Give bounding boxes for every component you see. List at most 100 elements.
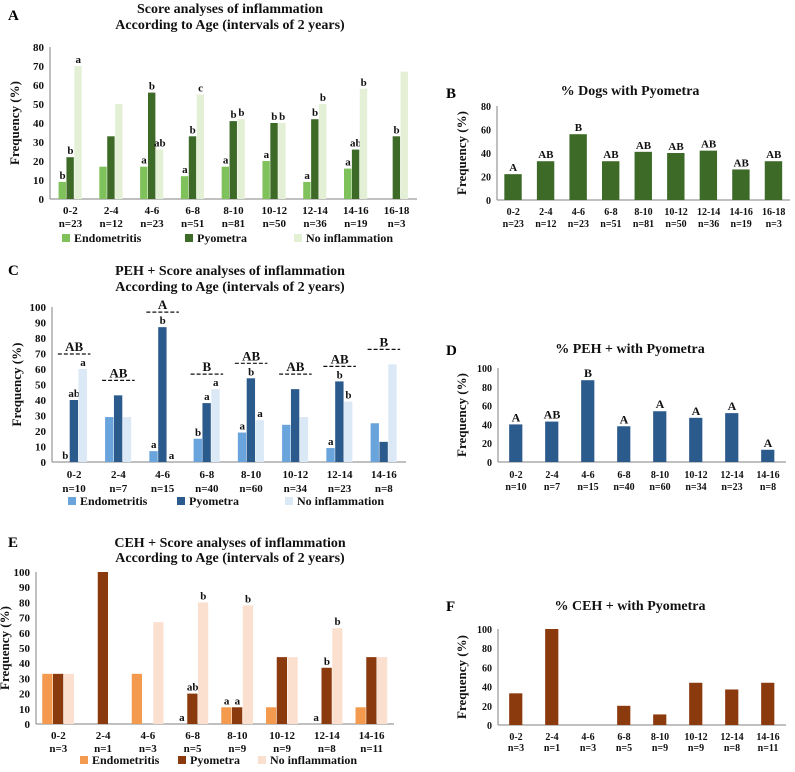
x-tick-label-E: 10-12 xyxy=(269,730,295,742)
significance-letter-A: a xyxy=(304,170,310,182)
n-label-A: n=51 xyxy=(181,218,204,230)
legend-label-C: Pyometra xyxy=(189,494,239,508)
n-label-E: n=9 xyxy=(228,743,246,755)
n-label-C: n=23 xyxy=(328,483,352,495)
y-axis-label-F: Frequency (%) xyxy=(454,635,469,719)
y-tick-label-D: 0 xyxy=(487,458,492,469)
panel-label-C: C xyxy=(8,263,19,279)
n-label-D: n=34 xyxy=(685,482,706,493)
significance-letter-A: b xyxy=(67,145,73,157)
significance-letter-D: AB xyxy=(544,408,561,422)
bar-C-pyometra xyxy=(246,378,256,462)
significance-letter-C: a xyxy=(204,391,210,403)
significance-letter-A: a xyxy=(141,155,147,167)
y-tick-label-E: 0 xyxy=(25,719,31,731)
significance-letter-A: c xyxy=(198,83,203,95)
significance-letter-B: AB xyxy=(538,149,554,161)
n-label-C: n=60 xyxy=(239,483,263,495)
significance-letter-A: b xyxy=(149,81,155,93)
chart-title-B: % Dogs with Pyometra xyxy=(561,84,700,99)
group-letter-C: AB xyxy=(331,351,349,366)
n-label-F: n=5 xyxy=(616,743,632,754)
x-tick-label-B: 14-16 xyxy=(729,207,752,218)
bar-B-pyometra xyxy=(601,161,620,200)
bar-C-endometritis xyxy=(193,438,202,462)
x-tick-label-D: 12-14 xyxy=(720,470,743,481)
bar-D-pyometra xyxy=(581,380,595,462)
n-label-A: n=23 xyxy=(59,218,83,230)
bar-D-pyometra xyxy=(545,421,559,462)
significance-letter-D: A xyxy=(728,399,737,413)
bar-F-pyometra xyxy=(653,714,667,725)
significance-letter-B: AB xyxy=(734,157,750,169)
bar-E-no-inflammation xyxy=(242,605,253,724)
significance-letter-B: AB xyxy=(668,141,684,153)
chart-title-A: According to Age (intervals of 2 years) xyxy=(115,18,345,33)
bar-A-no-inflammation xyxy=(196,94,205,199)
significance-letter-C: a xyxy=(257,408,263,420)
bar-A-endometritis xyxy=(99,166,107,199)
y-axis-label-C: Frequency (%) xyxy=(9,343,24,427)
bar-A-pyometra xyxy=(229,121,237,199)
n-label-B: n=23 xyxy=(503,219,524,230)
bar-A-endometritis xyxy=(303,181,311,199)
n-label-F: n=8 xyxy=(724,743,740,754)
bar-C-pyometra xyxy=(335,381,344,462)
bar-F-pyometra xyxy=(689,682,703,725)
y-tick-label-C: 100 xyxy=(30,302,47,314)
x-tick-label-D: 2-4 xyxy=(545,470,558,481)
bar-B-pyometra xyxy=(764,161,783,200)
significance-letter-B: AB xyxy=(603,149,619,161)
significance-letter-E: b xyxy=(245,593,251,605)
n-label-D: n=60 xyxy=(649,482,670,493)
x-tick-label-E: 0-2 xyxy=(51,730,66,742)
significance-letter-A: a xyxy=(182,164,188,176)
x-tick-label-E: 14-16 xyxy=(359,730,385,742)
legend-swatch-E xyxy=(80,756,88,764)
x-tick-label-A: 12-14 xyxy=(302,205,328,217)
legend-label-C: Endometritis xyxy=(80,494,148,508)
bar-C-endometritis xyxy=(282,424,291,462)
significance-letter-C: b xyxy=(337,369,343,381)
n-label-D: n=8 xyxy=(760,482,776,493)
bar-C-endometritis xyxy=(105,417,114,462)
bar-C-pyometra xyxy=(290,389,300,462)
significance-letter-B: B xyxy=(575,122,583,134)
legend-label-A: Endometritis xyxy=(74,231,142,245)
y-tick-label-A: 40 xyxy=(33,118,45,130)
n-label-C: n=34 xyxy=(284,483,308,495)
bar-B-pyometra xyxy=(732,169,750,200)
significance-letter-A: b xyxy=(279,111,285,123)
bar-A-no-inflammation xyxy=(115,104,123,199)
x-tick-label-A: 10-12 xyxy=(261,205,287,217)
bar-A-no-inflammation xyxy=(400,71,408,199)
bar-A-no-inflammation xyxy=(359,88,368,199)
bar-B-pyometra xyxy=(699,150,718,200)
bar-E-pyometra xyxy=(366,657,377,724)
significance-letter-A: a xyxy=(345,157,351,169)
n-label-B: n=81 xyxy=(633,219,654,230)
y-axis-label-B: Frequency (%) xyxy=(454,111,469,195)
x-tick-label-D: 8-10 xyxy=(651,470,669,481)
bar-E-endometritis xyxy=(131,673,143,724)
significance-letter-C: b xyxy=(62,450,68,462)
n-label-E: n=8 xyxy=(318,743,336,755)
y-tick-label-E: 90 xyxy=(19,582,31,594)
n-label-C: n=10 xyxy=(62,483,86,495)
x-tick-label-A: 8-10 xyxy=(223,205,244,217)
legend-label-A: Pyometra xyxy=(197,231,247,245)
bar-D-pyometra xyxy=(617,426,631,462)
chart-A: Score analyses of inflammationAccording … xyxy=(7,2,417,245)
n-label-D: n=40 xyxy=(613,482,634,493)
bar-A-no-inflammation xyxy=(278,123,286,199)
bar-C-pyometra xyxy=(113,395,123,462)
n-label-F: n=3 xyxy=(580,743,596,754)
x-tick-label-F: 2-4 xyxy=(545,732,558,743)
bar-A-no-inflammation xyxy=(237,119,245,199)
x-tick-label-B: 4-6 xyxy=(572,207,585,218)
n-label-E: n=1 xyxy=(94,743,112,755)
bar-A-pyometra xyxy=(66,157,74,199)
bar-E-no-inflammation xyxy=(376,657,388,724)
bar-E-no-inflammation xyxy=(153,622,164,724)
